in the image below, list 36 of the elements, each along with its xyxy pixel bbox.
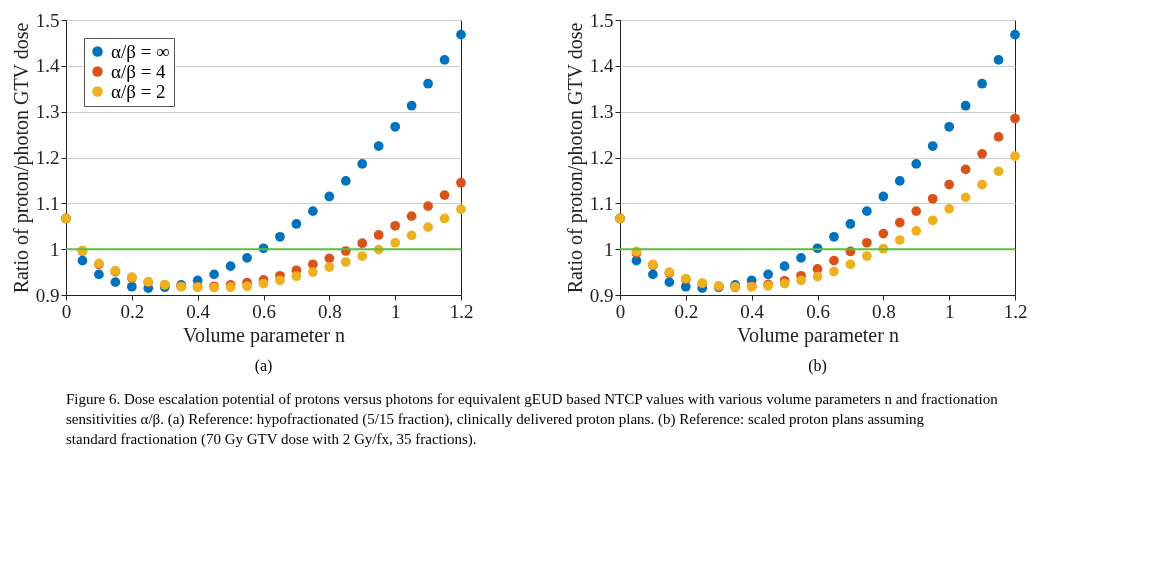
x-tick-label: 0.8 xyxy=(317,300,342,322)
x-tick-label: 0.6 xyxy=(252,300,276,322)
x-tick-label: 1 xyxy=(390,300,401,322)
y-axis-title: Ratio of proton/photon GTV dose xyxy=(563,22,587,294)
y-tick-label: 1.4 xyxy=(35,55,60,77)
y-tick-label: 1.3 xyxy=(589,101,614,123)
y-tick-label: 0.9 xyxy=(589,284,614,306)
y-tick-label: 1.1 xyxy=(35,192,60,214)
text: (b) xyxy=(808,357,827,375)
y-tick-label: 0.9 xyxy=(35,284,60,306)
y-tick-label: 1 xyxy=(50,238,60,260)
y-tick-label: 1.2 xyxy=(35,147,60,168)
x-tick-label: 0.6 xyxy=(806,300,830,322)
text: (a) xyxy=(254,357,273,375)
x-tick-label: 1.2 xyxy=(1003,300,1028,322)
y-tick-label: 1.5 xyxy=(35,9,60,31)
y-tick-label: 1.5 xyxy=(589,9,614,31)
y-tick-label: 1.4 xyxy=(589,55,614,77)
x-tick-label: 0.2 xyxy=(674,300,699,322)
x-axis-title: Volume parameter n xyxy=(183,323,345,347)
x-tick-label: 0.4 xyxy=(186,300,211,322)
y-tick-label: 1.1 xyxy=(589,192,614,214)
x-axis-title: Volume parameter n xyxy=(737,323,899,347)
x-tick-label: 0.2 xyxy=(120,300,145,322)
x-tick-label: 0 xyxy=(61,300,72,322)
y-axis-title: Ratio of proton/photon GTV dose xyxy=(9,22,33,294)
x-tick-label: 0 xyxy=(615,300,626,322)
x-tick-label: 0.8 xyxy=(871,300,896,322)
x-tick-label: 1 xyxy=(944,300,955,322)
y-tick-label: 1.2 xyxy=(589,147,614,168)
y-tick-label: 1 xyxy=(604,238,614,260)
x-tick-label: 1.2 xyxy=(449,300,474,322)
y-tick-label: 1.3 xyxy=(35,101,60,123)
caption: Figure 6. Dose escalation potential of protons versus photons for equivalent gEUD based NTCP values with various volume parameters n and fractionation sensitivities α/β. (a) Reference: hypofractionated (5/15 fraction), clinically delivered proton plans. (b) Reference: scaled proton plans assuming standard fractionation (70 Gy GTV dose with 2 Gy/fx, 35 fractions). xyxy=(66,391,999,448)
legend-label: α/β = ∞ xyxy=(111,40,170,62)
x-tick-label: 0.4 xyxy=(740,300,765,322)
